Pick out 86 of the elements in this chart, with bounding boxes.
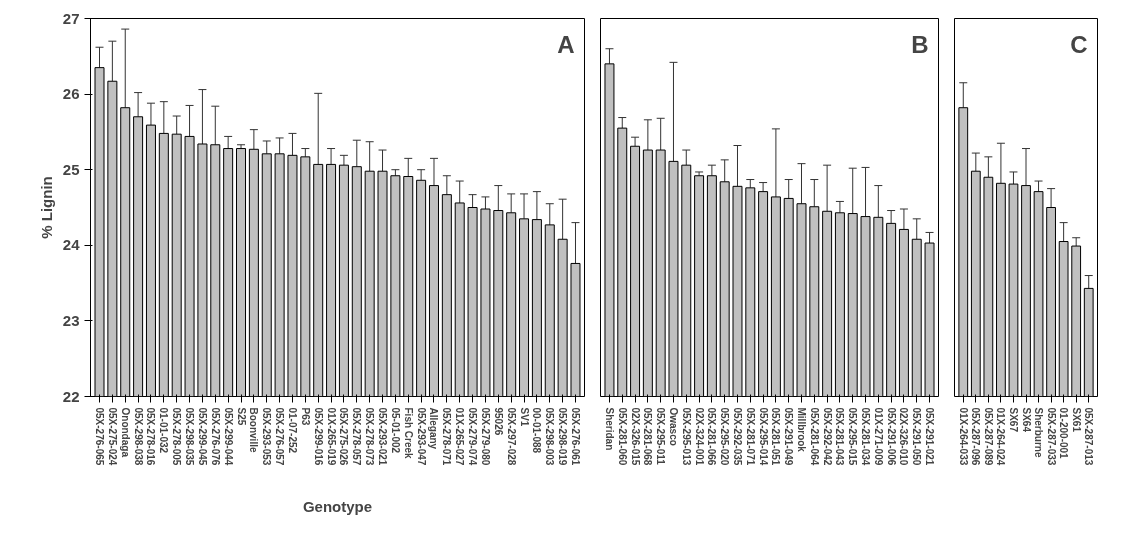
x-tick-label: 05X-281-043	[834, 407, 846, 466]
x-tick-label: 05X-297-028	[505, 407, 517, 466]
x-tick-label: 05X-295-020	[719, 407, 731, 466]
x-tick-label: 05X-287-089	[982, 407, 994, 466]
x-tick-label: 05X-299-016	[312, 407, 324, 466]
x-tick-label: P63	[299, 407, 311, 426]
x-tick-label: 05X-278-005	[171, 407, 183, 466]
x-tick-label: 05X-276-065	[94, 407, 106, 466]
x-tick-label: 05X-281-066	[706, 407, 718, 466]
x-tick-label: 05X-287-033	[1045, 407, 1057, 466]
x-tick-label: 02X-326-010	[898, 407, 910, 466]
x-tick-label: 05X-298-019	[557, 407, 569, 466]
x-tick-label: 05X-291-049	[783, 407, 795, 466]
y-tick-label: 27	[62, 9, 80, 27]
x-tick-label: 00-01-088	[531, 407, 543, 454]
x-tick-label: SV1	[518, 407, 530, 427]
x-tick-label: 01-01-032	[158, 407, 170, 454]
x-tick-label: 02X-324-001	[693, 407, 705, 466]
y-tick-label: 26	[62, 85, 80, 103]
x-tick-label: 05X-298-035	[184, 407, 196, 466]
x-tick-label: S25	[235, 407, 247, 426]
x-tick-label: SX64	[1020, 407, 1032, 433]
x-tick-label: 05X-299-044	[222, 407, 234, 466]
x-tick-label: 05X-298-003	[544, 407, 556, 466]
x-tick-label: 05X-295-014	[757, 407, 769, 466]
x-tick-label: 05X-279-080	[479, 407, 491, 466]
x-tick-label: Allegany	[428, 407, 440, 450]
x-tick-label: 05X-295-013	[680, 407, 692, 466]
x-tick-label: 05X-291-021	[924, 407, 936, 466]
y-tick-label: 23	[62, 311, 80, 329]
x-tick-label: 05X-281-068	[642, 407, 654, 466]
y-tick-label: 24	[62, 236, 81, 254]
annotation: A	[557, 30, 575, 58]
x-tick-label: 01-07-252	[286, 407, 298, 454]
x-tick-label: 05X-295-015	[847, 407, 859, 466]
x-tick-label: 05X-278-057	[351, 407, 363, 466]
x-tick-label: Owasco	[667, 407, 679, 446]
x-tick-label: 05X-275-026	[338, 407, 350, 466]
x-tick-label: 05X-276-076	[209, 407, 221, 466]
x-tick-label: 01X-264-024	[995, 407, 1007, 466]
x-tick-label: SX61	[1070, 407, 1082, 433]
x-tick-label: 05X-299-045	[196, 407, 208, 466]
x-tick-label: Sherburne	[1033, 407, 1045, 458]
annotation: C	[1070, 30, 1088, 58]
x-tick-label: 05X-291-050	[911, 407, 923, 466]
y-tick-label: 25	[62, 160, 80, 178]
x-tick-label: Boonville	[248, 407, 260, 453]
x-tick-label: 05X-293-047	[415, 407, 427, 466]
x-tick-label: 02X-326-015	[629, 407, 641, 466]
x-tick-label: Fish Creek	[402, 407, 414, 460]
x-tick-label: 05X-295-011	[655, 407, 667, 466]
x-tick-label: 05X-281-060	[616, 407, 628, 466]
x-tick-label: 05X-275-024	[106, 407, 118, 466]
x-tick-label: 05X-293-021	[377, 407, 389, 466]
x-tick-label: 01-200-001	[1058, 407, 1070, 460]
x-tick-label: SX67	[1007, 407, 1019, 433]
x-tick-label: 05X-278-071	[441, 407, 453, 466]
x-tick-label: Sheridan	[603, 407, 615, 451]
x-tick-label: 05X-281-051	[770, 407, 782, 466]
x-tick-label: 05X-298-038	[132, 407, 144, 466]
x-tick-label: 95026	[492, 407, 504, 436]
x-tick-label: 01X-265-027	[454, 407, 466, 466]
x-tick-label: 01X-265-019	[325, 407, 337, 466]
x-tick-label: 05X-293-053	[261, 407, 273, 466]
x-tick-label: Onondaga	[119, 407, 131, 458]
y-tick-label: 22	[62, 387, 80, 405]
x-tick-label: 01X-264-033	[957, 407, 969, 466]
x-tick-label: 05X-281-064	[808, 407, 820, 466]
annotation: B	[911, 30, 929, 58]
x-tick-label: 05X-276-061	[569, 407, 581, 466]
x-tick-label: 05X-287-096	[970, 407, 982, 466]
x-tick-label: 05-01-002	[389, 407, 401, 454]
x-tick-label: Millbrook	[796, 407, 808, 453]
x-tick-label: 01X-271-009	[872, 407, 884, 466]
x-tick-label: 05X-291-006	[885, 407, 897, 466]
x-tick-label: 05X-292-035	[731, 407, 743, 466]
x-tick-label: 05X-292-042	[821, 407, 833, 466]
x-tick-label: 05X-281-071	[744, 407, 756, 466]
x-tick-label: 05X-287-013	[1083, 407, 1095, 466]
x-tick-label: 05X-281-034	[860, 407, 872, 466]
y-axis-title: % Lignin	[37, 176, 55, 239]
x-axis-title: Genotype	[302, 498, 373, 516]
x-tick-label: 05X-278-016	[145, 407, 157, 466]
x-tick-label: 05X-278-073	[364, 407, 376, 466]
x-tick-label: 05X-279-074	[467, 407, 479, 466]
x-tick-label: 05X-276-057	[274, 407, 286, 466]
